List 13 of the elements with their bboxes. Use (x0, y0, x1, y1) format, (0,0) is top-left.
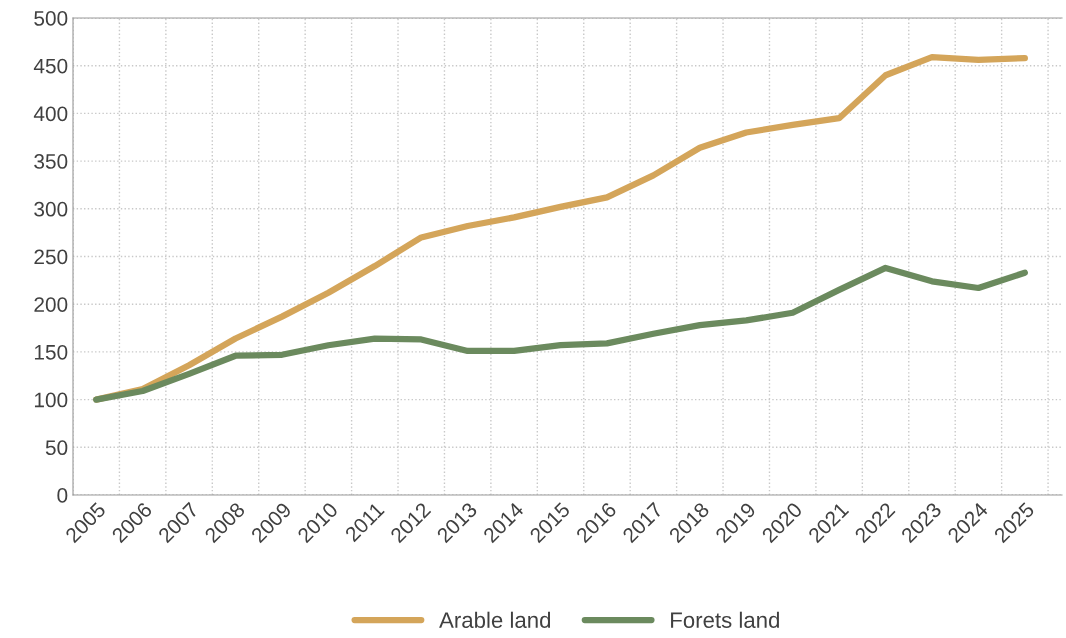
legend-label: Forets land (671, 611, 779, 629)
y-tick-label: 450 (33, 58, 68, 74)
y-tick-label: 50 (45, 440, 68, 456)
y-tick-label: 250 (34, 249, 68, 265)
y-tick-label: 200 (34, 297, 68, 312)
legend-label: Arable land (439, 611, 551, 629)
y-tick-label: 150 (34, 344, 68, 360)
y-tick-label: 0 (57, 488, 68, 503)
y-tick-label: 300 (34, 201, 68, 217)
y-tick-label: 100 (34, 392, 68, 408)
y-tick-label: 500 (34, 11, 68, 26)
y-tick-label: 400 (33, 106, 68, 122)
y-tick-label: 350 (34, 154, 68, 169)
